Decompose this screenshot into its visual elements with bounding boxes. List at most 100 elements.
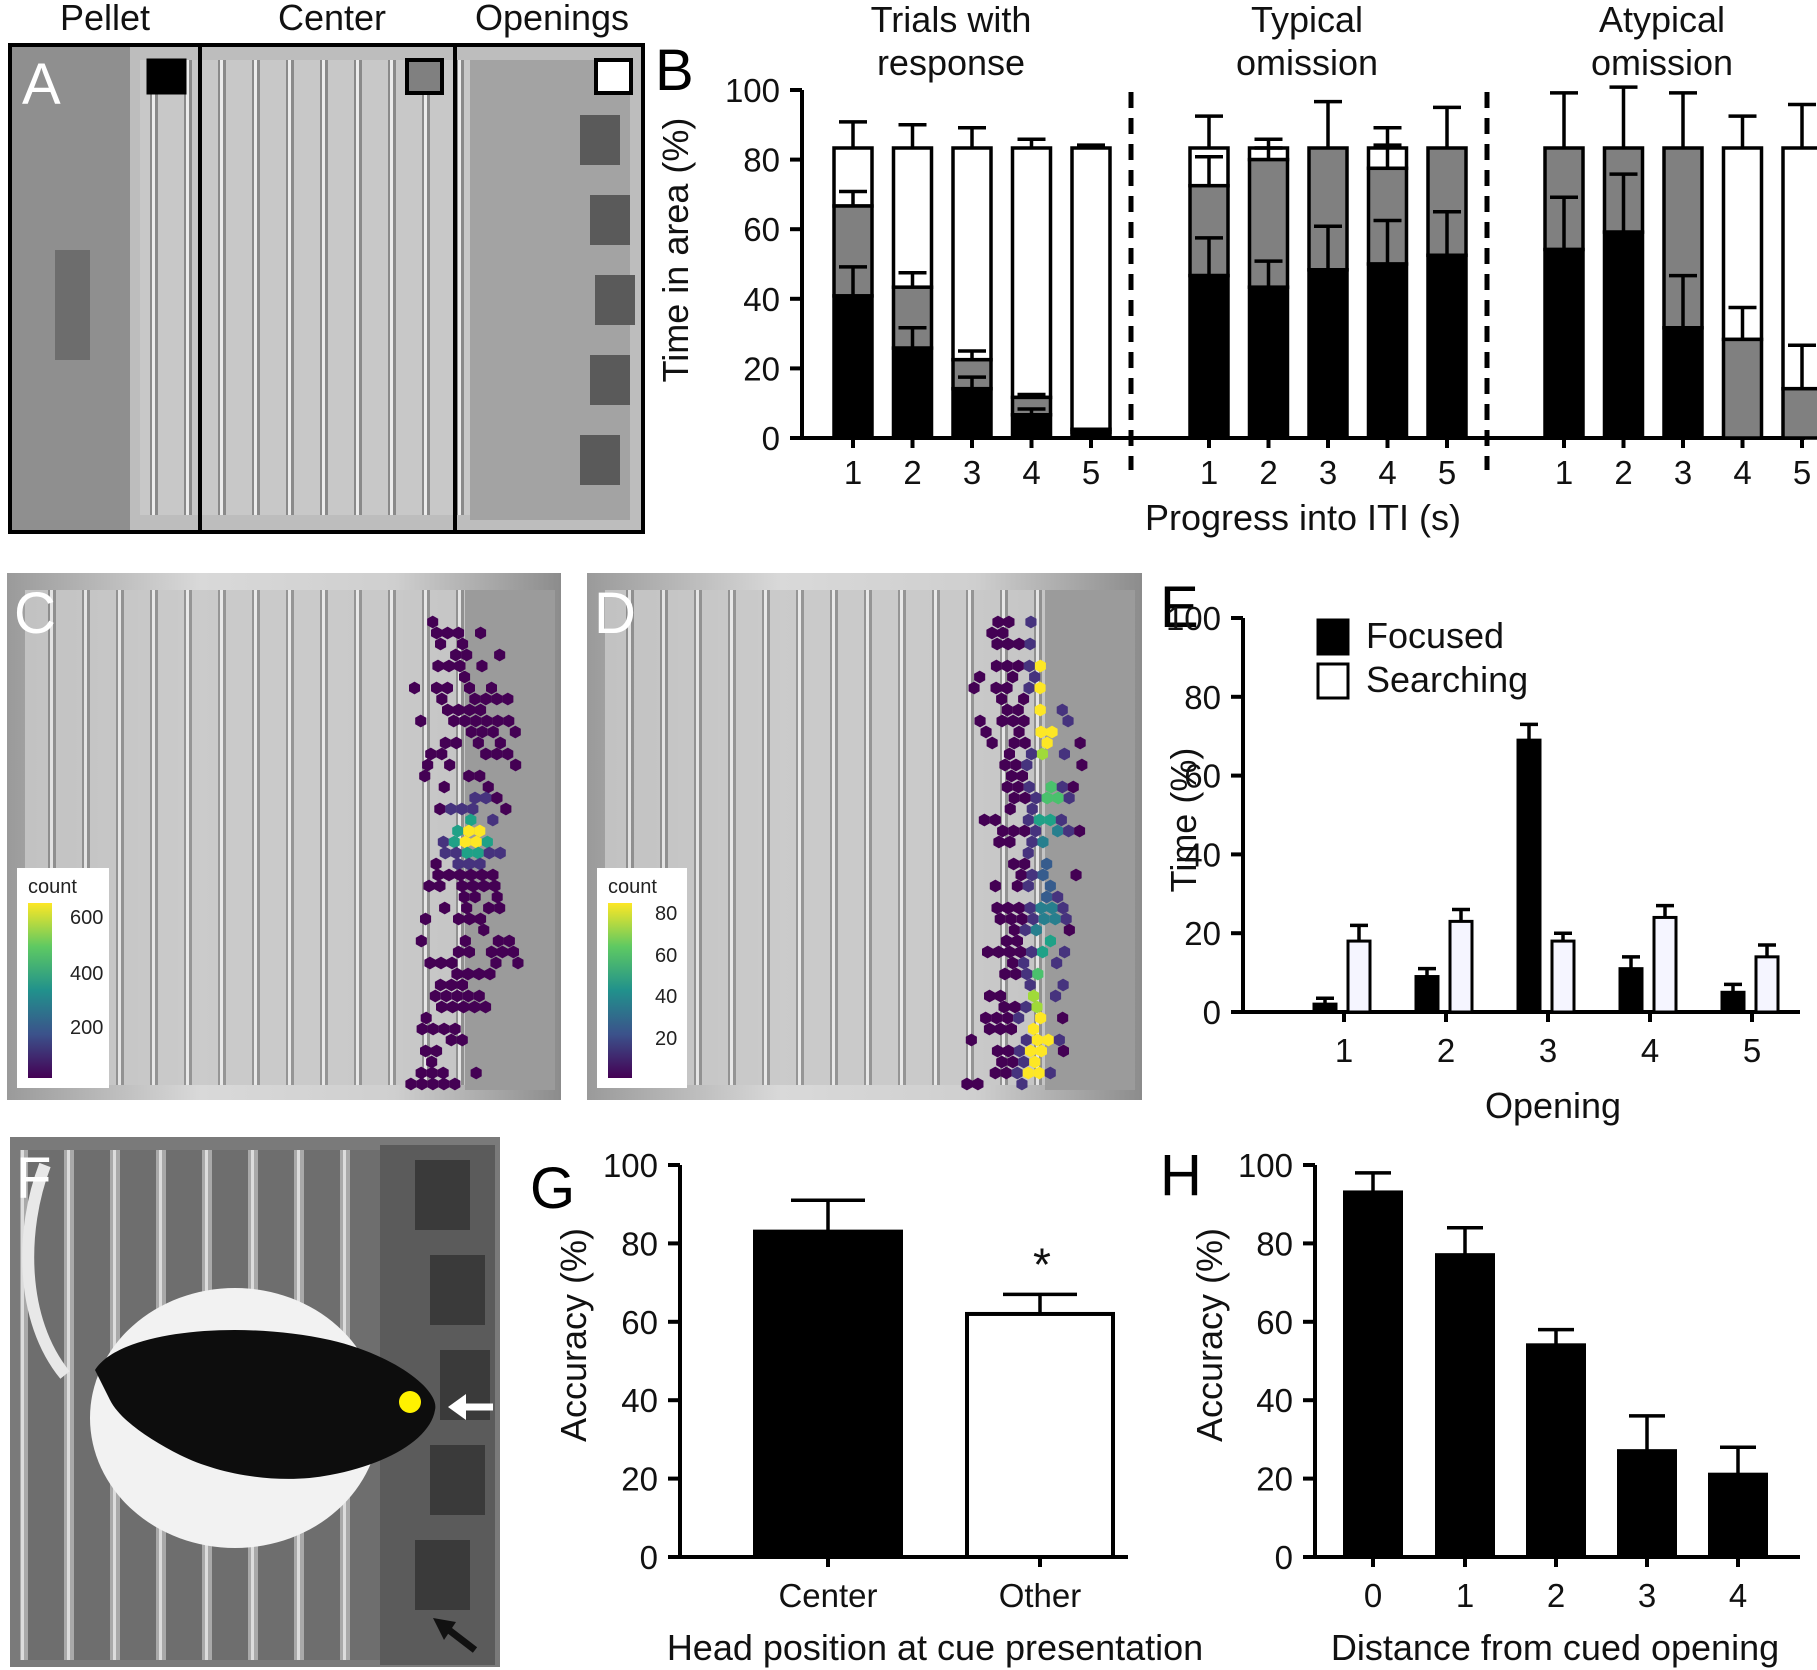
heat-hex <box>1063 791 1075 805</box>
heat-hex <box>1057 978 1069 992</box>
heat-hex <box>1045 780 1057 794</box>
heat-hex <box>1034 659 1046 673</box>
legend-d-tick: 20 <box>655 1028 677 1050</box>
heat-hex <box>425 747 437 761</box>
heat-hex <box>1044 879 1056 893</box>
heat-hex <box>997 824 1009 838</box>
heat-hex <box>459 934 471 948</box>
bar-focused <box>1312 1002 1338 1014</box>
rat-hood <box>95 1330 436 1479</box>
heat-hex <box>1046 725 1058 739</box>
chart-h-y-tick-label: 80 <box>1256 1225 1293 1262</box>
chart-h-ylabel: Accuracy (%) <box>1189 1228 1230 1442</box>
heat-hex <box>1018 956 1030 970</box>
bar-distance <box>1435 1253 1495 1560</box>
heat-hex <box>1057 1011 1069 1025</box>
heat-hex <box>456 978 468 992</box>
heat-hex <box>470 714 482 728</box>
black-arrow-head <box>433 1618 456 1640</box>
heat-hex <box>1025 747 1037 761</box>
heat-hex <box>435 956 447 970</box>
chart-b-y-tick-label: 40 <box>743 281 780 318</box>
chart-b-y-tick-label: 80 <box>743 142 780 179</box>
heat-hex <box>1052 791 1064 805</box>
opening-slot <box>415 1160 470 1230</box>
opening-slot <box>415 1540 470 1610</box>
chart-b-group-title: Atypical <box>1599 0 1725 40</box>
heat-hex <box>1019 857 1031 871</box>
heat-hex <box>997 626 1009 640</box>
heat-hex <box>487 725 499 739</box>
heat-hex <box>469 890 481 904</box>
heat-hex <box>422 758 434 772</box>
heat-hex <box>1035 1011 1047 1025</box>
heat-hex <box>995 989 1007 1003</box>
heat-hex <box>494 846 506 860</box>
bar-center <box>753 1229 903 1559</box>
chart-h-x-tick-label: 0 <box>1364 1577 1382 1614</box>
bar-searching <box>1652 915 1678 1014</box>
heat-hex <box>1035 1044 1047 1058</box>
heat-hex <box>442 681 453 695</box>
chart-e-x-tick-label: 2 <box>1437 1032 1455 1069</box>
heat-hex <box>1007 1055 1019 1069</box>
heat-hex <box>465 868 477 882</box>
heat-hex <box>986 736 998 750</box>
heat-hex <box>1026 802 1038 816</box>
heat-hex <box>1056 780 1068 794</box>
heat-hex <box>990 659 1002 673</box>
chart-g-xlabel: Head position at cue presentation <box>667 1627 1203 1668</box>
heat-hex <box>445 978 457 992</box>
heat-hex <box>486 681 497 695</box>
heat-hex <box>1005 912 1017 926</box>
heat-hex <box>1023 659 1035 673</box>
heat-hex <box>463 945 475 959</box>
heat-hex <box>1002 901 1014 915</box>
heat-hex <box>1030 824 1042 838</box>
chart-e-x-tick-label: 5 <box>1743 1032 1761 1069</box>
heat-hex <box>993 945 1005 959</box>
heat-hex <box>1018 714 1030 728</box>
bar-other <box>965 1311 1115 1559</box>
panel-label-b: B <box>655 38 694 103</box>
heat-hex <box>510 758 522 772</box>
tether-cable <box>22 1162 70 1379</box>
heat-hex <box>452 945 464 959</box>
heat-hex <box>1023 681 1035 695</box>
heat-hex <box>1035 725 1047 739</box>
heat-hex <box>1030 791 1042 805</box>
chart-g-y-tick-label: 60 <box>621 1304 658 1341</box>
heat-hex <box>500 802 512 816</box>
heat-hex <box>1029 670 1041 684</box>
bar-openings <box>1010 146 1053 400</box>
heat-hex <box>446 956 458 970</box>
heat-hex <box>436 1000 448 1014</box>
heat-hex <box>999 967 1011 981</box>
chart-g-ylabel: Accuracy (%) <box>553 1228 594 1442</box>
panel-c: C count 600 400 200 <box>7 573 561 1100</box>
heat-hex <box>1030 923 1042 937</box>
heat-hex <box>1013 1044 1025 1058</box>
bar-focused <box>1720 990 1746 1014</box>
bar-searching <box>1448 919 1474 1014</box>
heat-hex <box>440 989 452 1003</box>
chart-g-y-tick-label: 20 <box>621 1461 658 1498</box>
chart-e-x-tick-label: 1 <box>1335 1032 1353 1069</box>
heat-hex <box>1044 934 1056 948</box>
swatch-pellet <box>146 58 187 95</box>
heat-hex <box>1022 813 1034 827</box>
heat-hex <box>462 967 474 981</box>
heat-hex <box>1012 659 1024 673</box>
heat-hex <box>448 835 460 849</box>
heat-hex <box>478 923 490 937</box>
heat-hex <box>1006 769 1017 783</box>
heat-hex <box>1028 989 1040 1003</box>
heat-hex <box>476 725 488 739</box>
heat-hex <box>491 791 503 805</box>
chart-e-y-tick-label: 60 <box>1184 758 1221 795</box>
heat-hex <box>1052 824 1064 838</box>
heat-hex <box>494 736 506 750</box>
heat-hex <box>483 901 495 915</box>
heat-hex <box>458 1000 470 1014</box>
heat-hex <box>480 791 492 805</box>
